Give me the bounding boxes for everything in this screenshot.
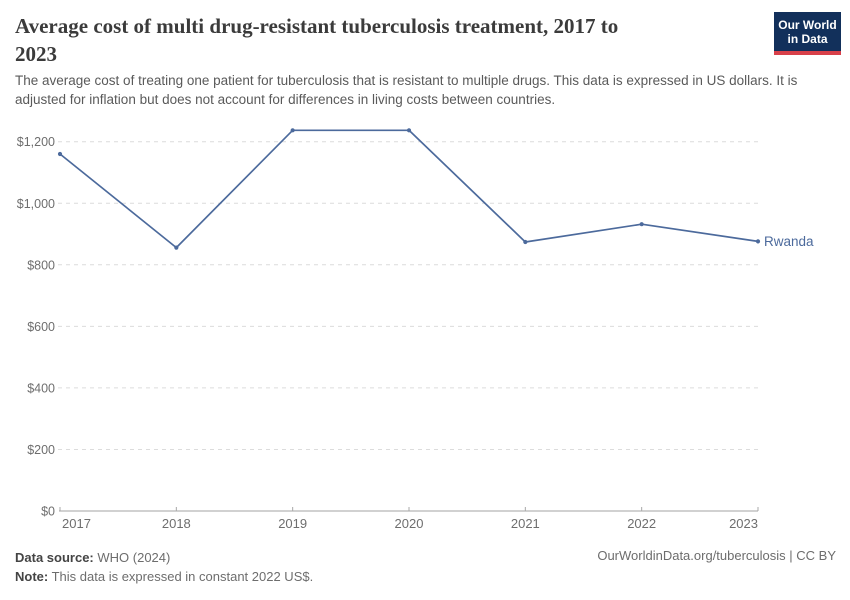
data-line-rwanda[interactable]	[59, 129, 759, 249]
x-tick-label: 2019	[278, 516, 307, 531]
owid-logo-line1: Our World	[778, 17, 837, 32]
y-tick-label: $400	[27, 381, 55, 395]
data-source-value: WHO (2024)	[97, 550, 171, 565]
data-point[interactable]	[57, 151, 63, 157]
data-source-line: Data source: WHO (2024)	[15, 548, 313, 567]
data-point[interactable]	[755, 239, 761, 244]
x-tick-label: 2020	[395, 516, 424, 531]
note-value: This data is expressed in constant 2022 …	[51, 569, 314, 584]
note-line: Note: This data is expressed in constant…	[15, 567, 313, 586]
data-point[interactable]	[406, 128, 412, 133]
owid-logo[interactable]: Our World in Data	[774, 12, 841, 55]
y-tick-label: $200	[27, 443, 55, 457]
chart-title: Average cost of multi drug-resistant tub…	[15, 14, 619, 66]
chart-footer: Data source: WHO (2024) Note: This data …	[15, 548, 313, 586]
y-tick-label: $1,000	[17, 197, 55, 211]
y-tick-label: $800	[27, 258, 55, 272]
y-tick-label: $0	[41, 505, 55, 519]
x-tick-label: 2023	[729, 516, 758, 531]
chart-svg: $0 $200 $400 $600 $800 $1,000 $1,200 2017 2018 20…	[17, 128, 814, 531]
x-tick-label: 2021	[511, 516, 540, 531]
x-tick-label: 2022	[627, 516, 656, 531]
data-source-label: Data source:	[15, 550, 94, 565]
citation-link[interactable]: OurWorldinData.org/tuberculosis | CC BY	[597, 548, 836, 563]
data-point[interactable]	[290, 128, 295, 133]
data-point[interactable]	[174, 245, 179, 250]
x-tick-label: 2017	[62, 516, 91, 531]
note-label: Note:	[15, 569, 49, 584]
x-tick-label: 2018	[162, 516, 191, 531]
data-point[interactable]	[639, 222, 644, 227]
owid-logo-line2: in Data	[787, 31, 828, 46]
series-end-label[interactable]: Rwanda	[764, 234, 814, 249]
y-tick-label: $1,200	[17, 135, 55, 149]
y-tick-label: $600	[27, 320, 55, 334]
chart-subtitle: The average cost of treating one patient…	[15, 73, 798, 107]
data-point[interactable]	[523, 239, 528, 245]
